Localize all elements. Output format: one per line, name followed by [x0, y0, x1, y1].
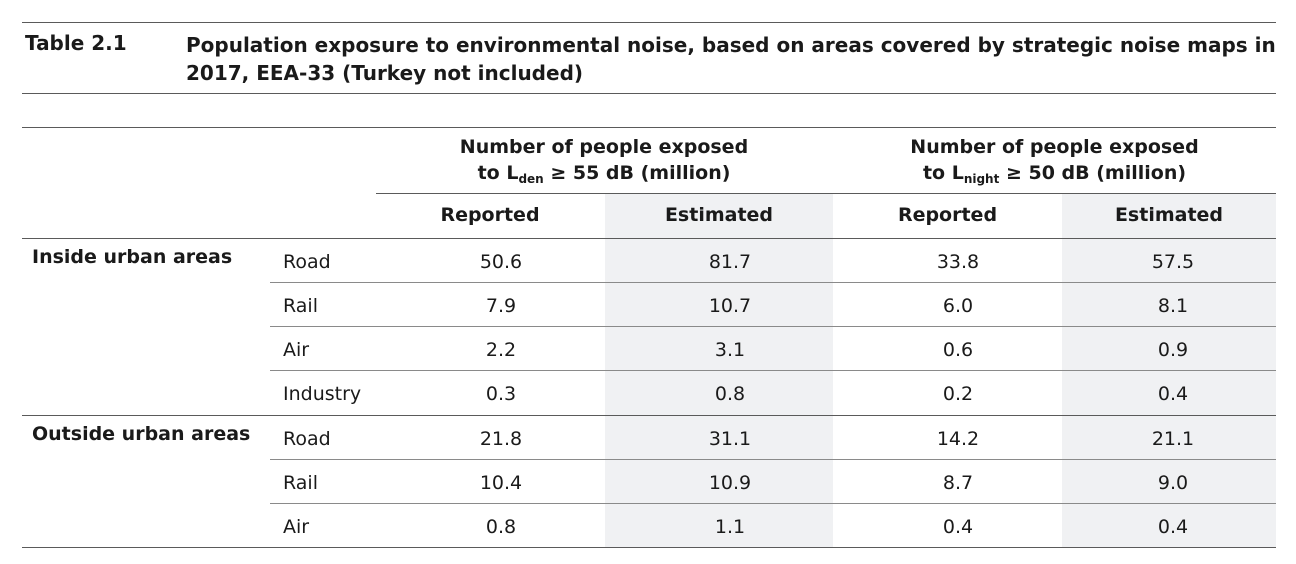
caption-top-rule [22, 22, 1276, 23]
row-mode-label: Rail [283, 472, 318, 494]
cell-value: 8.1 [1157, 295, 1189, 317]
row-divider [270, 503, 1276, 504]
group-header-lden: Number of people exposed to Lden ≥ 55 dB… [459, 136, 749, 186]
cell-value: 0.8 [714, 383, 746, 405]
cell-value: 6.0 [942, 295, 974, 317]
cell-value: 1.1 [714, 516, 746, 538]
cell-value: 0.6 [942, 339, 974, 361]
row-divider [270, 282, 1276, 283]
cell-value: 0.8 [485, 516, 517, 538]
region-label: Outside urban areas [32, 423, 251, 445]
row-divider [270, 326, 1276, 327]
cell-value: 2.2 [485, 339, 517, 361]
cell-value: 21.8 [479, 428, 523, 450]
group-header-lnight: Number of people exposed to Lnight ≥ 50 … [910, 136, 1199, 186]
cell-value: 14.2 [936, 428, 980, 450]
cell-value: 0.2 [942, 383, 974, 405]
cell-value: 8.7 [942, 472, 974, 494]
cell-value: 57.5 [1151, 251, 1195, 273]
cell-value: 9.0 [1157, 472, 1189, 494]
cell-value: 0.4 [1157, 383, 1189, 405]
cell-value: 10.7 [708, 295, 752, 317]
estimated-column-shade-lnight [1062, 194, 1276, 548]
row-mode-label: Road [283, 251, 331, 273]
table-title: Population exposure to environmental noi… [186, 33, 1276, 85]
group-divider [22, 415, 1276, 416]
row-mode-label: Air [283, 516, 310, 538]
row-mode-label: Rail [283, 295, 318, 317]
cell-value: 31.1 [708, 428, 752, 450]
cell-value: 0.9 [1157, 339, 1189, 361]
region-label: Inside urban areas [32, 246, 233, 268]
cell-value: 10.4 [479, 472, 523, 494]
cell-value: 7.9 [485, 295, 517, 317]
row-mode-label: Air [283, 339, 310, 361]
cell-value: 50.6 [479, 251, 523, 273]
column-header-estimated-lden: Estimated [664, 204, 774, 226]
row-divider [270, 459, 1276, 460]
table-bottom-rule [22, 547, 1276, 548]
cell-value: 33.8 [936, 251, 980, 273]
group-header-rule [376, 193, 1276, 194]
table-top-rule [22, 127, 1276, 128]
header-bottom-rule [22, 238, 1276, 239]
column-header-reported-lnight: Reported [897, 204, 998, 226]
column-header-reported-lden: Reported [440, 204, 540, 226]
cell-value: 0.4 [1157, 516, 1189, 538]
cell-value: 3.1 [714, 339, 746, 361]
cell-value: 10.9 [708, 472, 752, 494]
cell-value: 81.7 [708, 251, 752, 273]
cell-value: 0.4 [942, 516, 974, 538]
row-mode-label: Road [283, 428, 331, 450]
table-label: Table 2.1 [25, 31, 127, 55]
cell-value: 21.1 [1151, 428, 1195, 450]
estimated-column-shade-lden [605, 194, 833, 548]
row-divider [270, 370, 1276, 371]
row-mode-label: Industry [283, 383, 362, 405]
cell-value: 0.3 [485, 383, 517, 405]
column-header-estimated-lnight: Estimated [1114, 204, 1224, 226]
caption-bottom-rule [22, 93, 1276, 94]
